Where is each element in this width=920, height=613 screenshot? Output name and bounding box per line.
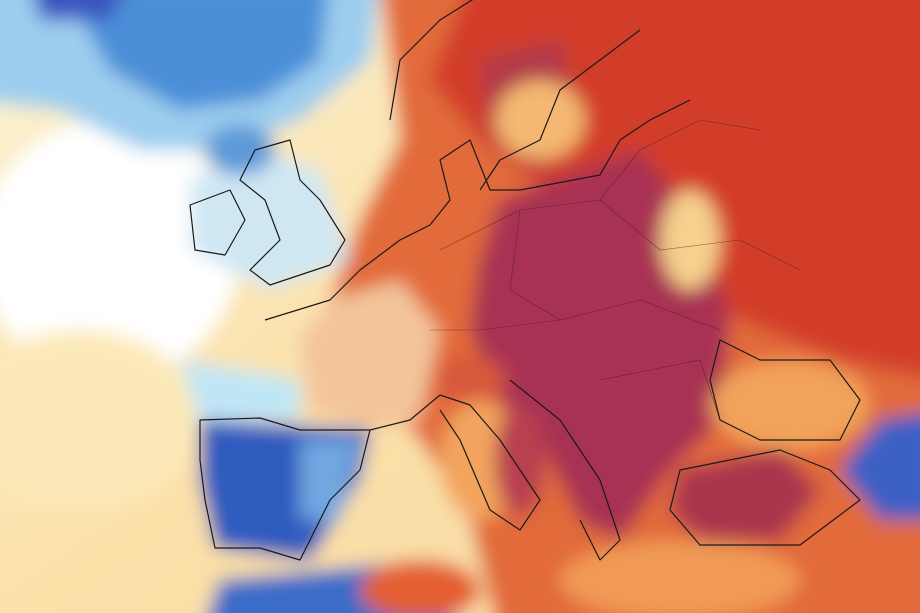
cold-deep <box>35 0 120 20</box>
ireland-coast <box>189 189 246 256</box>
italy-hot <box>495 405 545 515</box>
borders <box>430 119 801 421</box>
north-coast <box>264 99 691 321</box>
east-med <box>560 540 800 613</box>
scandinavia-coast <box>389 0 641 191</box>
balkan-coast <box>509 379 621 561</box>
italy-coast <box>369 394 541 531</box>
black-sea-coast <box>709 339 861 441</box>
black-sea <box>710 360 870 450</box>
caucasus-cold <box>840 413 920 520</box>
cold-core <box>71 0 328 110</box>
iberia-center <box>300 440 360 520</box>
baltic <box>495 80 585 160</box>
biscay-cool <box>180 360 300 420</box>
algeria-warm <box>360 560 480 613</box>
scotland-cold <box>205 125 275 175</box>
iberia-coast <box>199 417 371 561</box>
pale-zone <box>0 330 200 510</box>
france-mild <box>300 280 440 430</box>
white-zone <box>0 120 240 380</box>
anatolia-core <box>670 450 820 540</box>
ukraine-mild <box>660 190 720 290</box>
coastlines <box>189 0 861 561</box>
britain-coast <box>239 139 346 286</box>
anatolia-coast <box>669 449 861 546</box>
british-isles-cool <box>190 150 350 290</box>
alps-warm <box>435 355 505 405</box>
country-borders <box>430 119 801 421</box>
